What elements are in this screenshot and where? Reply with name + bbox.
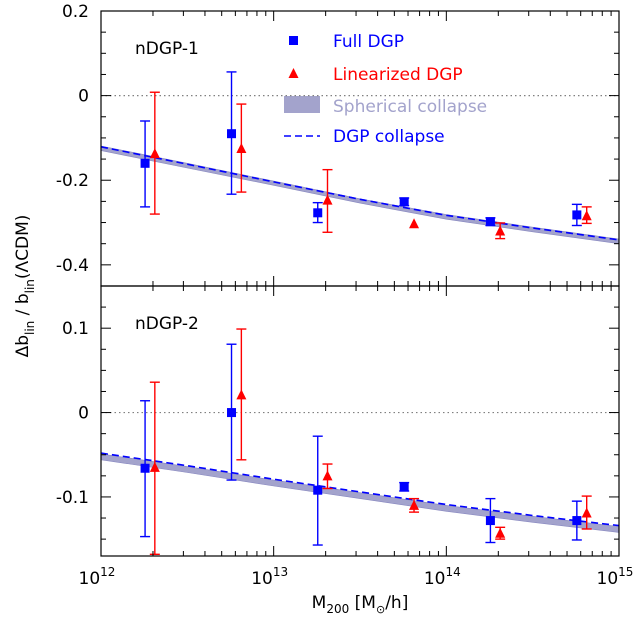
y-tick-label: 0.1 [62, 319, 89, 339]
spherical-collapse-band [101, 453, 619, 533]
legend: Full DGP Linearized DGP Spherical collap… [284, 32, 487, 147]
full-dgp-point-3 [399, 482, 409, 492]
plot-frame [100, 285, 620, 557]
full-dgp-point-5 [572, 516, 582, 526]
full-dgp-point-1 [227, 408, 237, 418]
x-tick-label: 1015 [597, 565, 634, 589]
full-dgp-point-4 [485, 217, 495, 227]
linearized-dgp-point-2 [322, 470, 333, 481]
full-dgp-point-0 [140, 158, 150, 168]
full-dgp-point-3 [399, 197, 409, 207]
linearized-dgp-point-3 [409, 218, 420, 229]
x-tick-label: 1013 [251, 565, 288, 589]
dgp-collapse-curve [101, 146, 619, 241]
dgp-collapse-curve [101, 452, 619, 527]
y-tick-label: -0.4 [56, 256, 89, 276]
legend-marker-spherical-collapse [284, 96, 320, 113]
y-axis-title: Δblin / blin(ΛCDM) [13, 215, 37, 358]
linearized-dgp-point-1 [236, 389, 247, 400]
x-tick-label: 1012 [79, 565, 116, 589]
linearized-dgp-point-2 [322, 194, 333, 205]
x-axis-title: M200 [M⊙/h] [312, 593, 409, 616]
legend-label-linearized-dgp: Linearized DGP [333, 65, 463, 85]
linearized-dgp-point-0 [149, 461, 160, 472]
linearized-dgp-point-5 [581, 210, 592, 221]
y-tick-label: 0 [78, 87, 89, 107]
y-tick-label: -0.2 [56, 171, 89, 191]
full-dgp-point-0 [140, 463, 150, 473]
panel-label: nDGP-2 [135, 314, 199, 334]
linearized-dgp-point-5 [581, 507, 592, 518]
linearized-dgp-point-3 [409, 499, 420, 510]
legend-label-full-dgp: Full DGP [333, 32, 404, 52]
full-dgp-point-4 [485, 516, 495, 526]
y-tick-label: -0.1 [56, 488, 89, 508]
spherical-collapse-band [101, 145, 619, 245]
legend-label-spherical-collapse: Spherical collapse [333, 97, 487, 117]
legend-marker-linearized-dgp [288, 68, 299, 78]
x-tick-labels: 1012 1013 1014 1015 [79, 565, 634, 589]
panel-2: 0.1 0 -0.1 nDGP-2 [56, 285, 620, 557]
legend-label-dgp-collapse: DGP collapse [333, 127, 445, 147]
linearized-dgp-point-0 [149, 148, 160, 159]
y-tick-label: 0.2 [62, 2, 89, 22]
panel-label: nDGP-1 [135, 39, 199, 59]
full-dgp-point-1 [227, 129, 237, 139]
full-dgp-point-2 [313, 208, 323, 218]
full-dgp-point-2 [313, 485, 323, 495]
linearized-dgp-point-4 [495, 225, 506, 236]
legend-marker-full-dgp [289, 36, 298, 45]
linearized-dgp-point-4 [495, 527, 506, 538]
x-tick-label: 1014 [424, 565, 461, 589]
linearized-dgp-point-1 [236, 143, 247, 153]
y-tick-label: 0 [78, 404, 89, 424]
full-dgp-point-5 [572, 210, 582, 220]
